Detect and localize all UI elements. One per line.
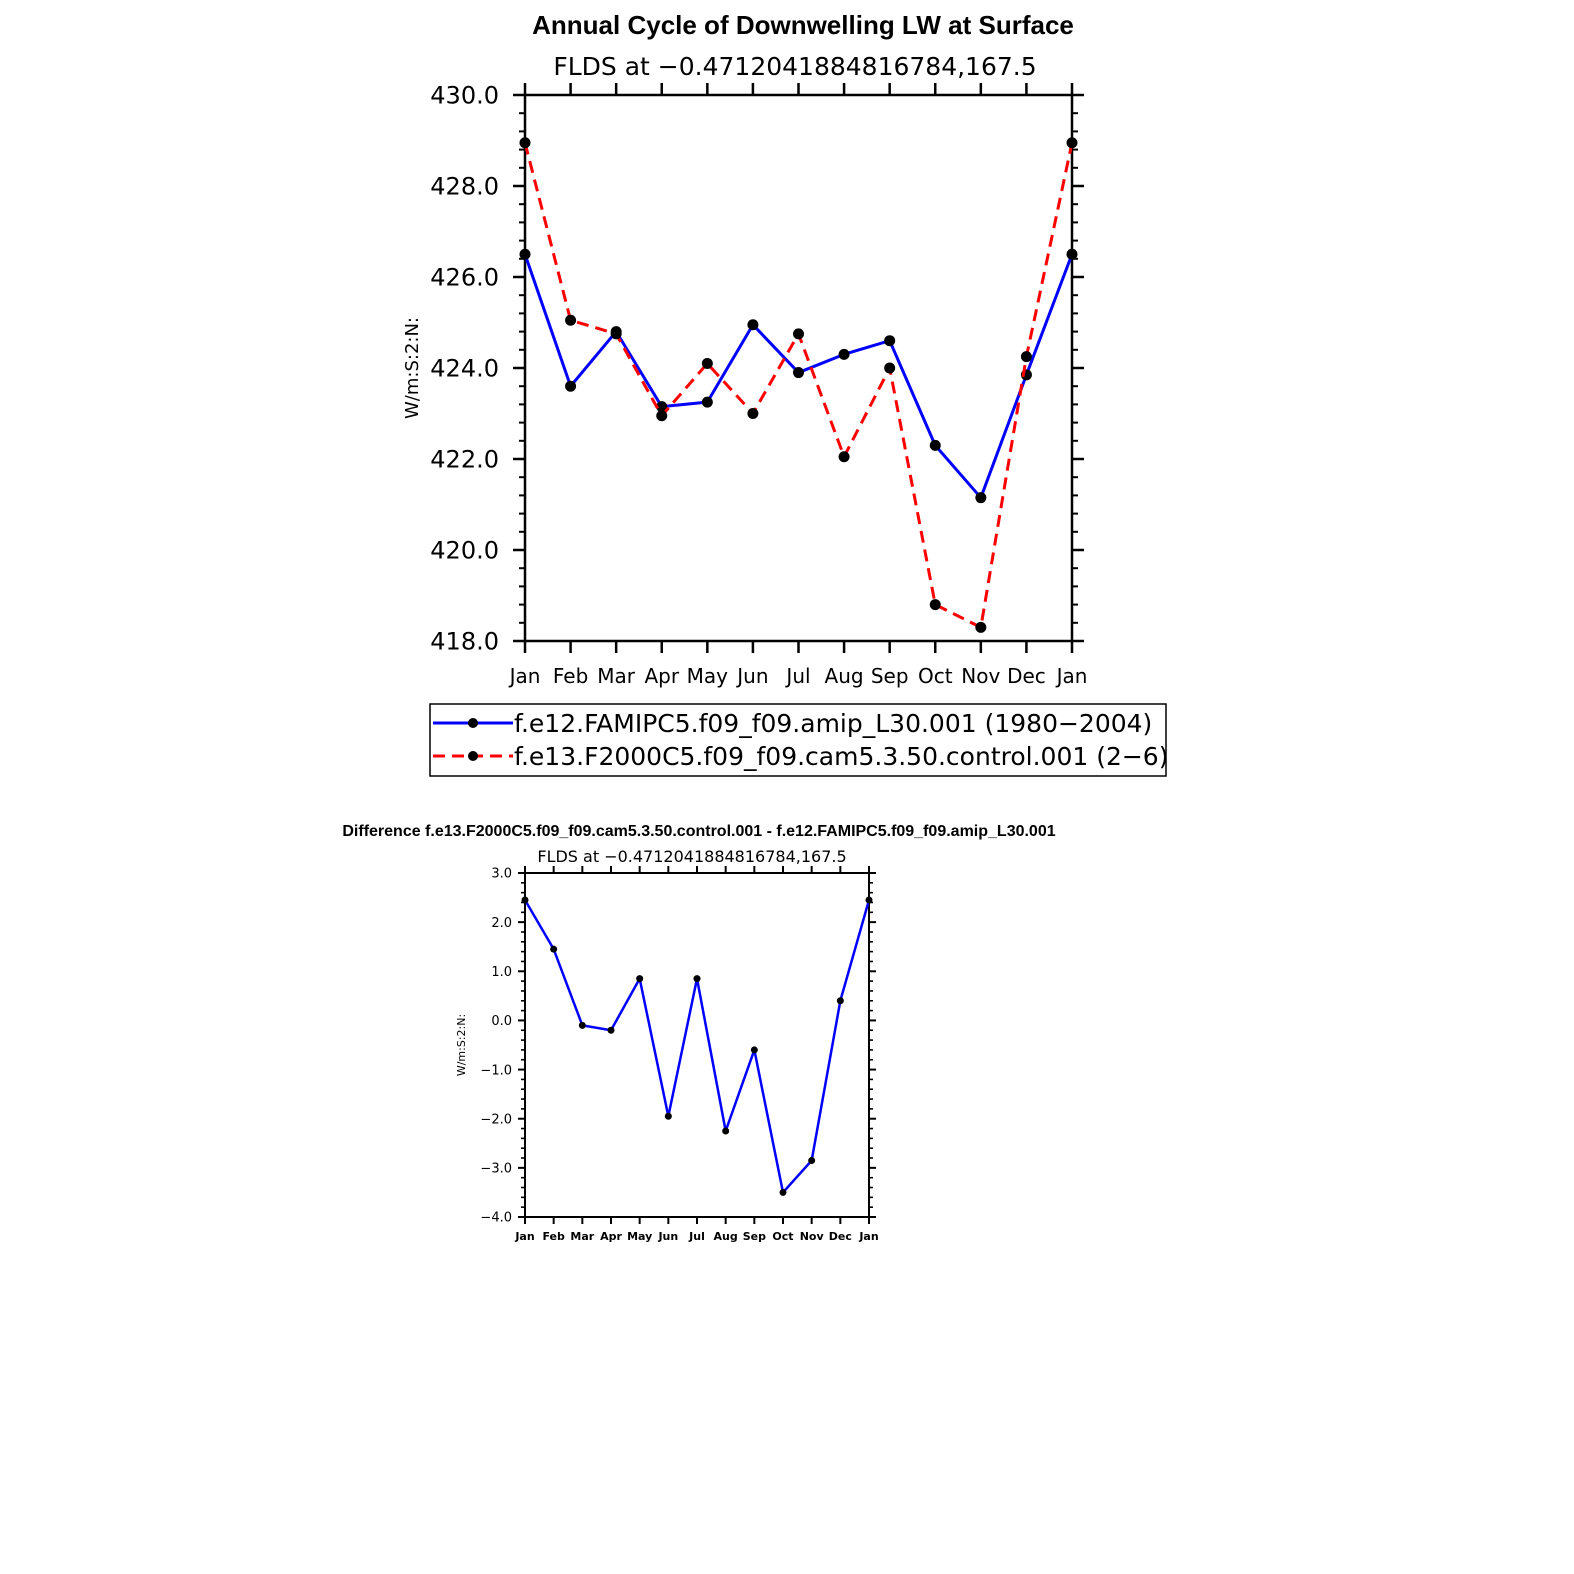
x-tick-label: Feb (553, 664, 588, 688)
x-tick-label: Apr (644, 664, 679, 688)
chart2-title: Difference f.e13.F2000C5.f09_f09.cam5.3.… (342, 823, 1055, 840)
series-1-point (929, 599, 941, 611)
series-0-point (836, 997, 844, 1005)
series-1-point (747, 408, 759, 419)
y-tick-label: 420.0 (430, 537, 499, 565)
series-0-point (975, 492, 987, 504)
x-tick-label: Aug (825, 664, 864, 688)
x-tick-label: Jul (688, 1230, 705, 1243)
x-tick-label: Mar (597, 664, 636, 688)
x-tick-label: Nov (800, 1230, 825, 1243)
series-1-point (975, 621, 987, 633)
x-tick-label: Aug (714, 1230, 738, 1243)
chart2-subtitle: FLDS at −0.4712041884816784,167.5 (537, 847, 846, 866)
difference-chart: Difference f.e13.F2000C5.f09_f09.cam5.3.… (342, 823, 1055, 1243)
chart2-axes: −4.0 −3.0 −2.0 −1.0 0.0 1.0 2.0 3.0 Jan Feb Mar Apr… (480, 866, 879, 1243)
series-1-point (565, 314, 577, 326)
series-0-point (578, 1021, 586, 1029)
chart1-legend: f.e12.FAMIPC5.f09_f09.amip_L30.001 (1980… (429, 703, 1168, 777)
x-tick-label: Jun (657, 1230, 678, 1243)
series-1-point (701, 357, 713, 369)
series-0-point (747, 319, 759, 331)
chart2-series-layer (521, 896, 873, 1196)
y-tick-label: −3.0 (480, 1162, 512, 1177)
series-0-point (838, 348, 850, 360)
chart2-y-axis-label: W/m:S:2:N: (455, 1014, 468, 1076)
y-tick-label: 422.0 (430, 446, 499, 474)
series-0-point (656, 401, 668, 413)
series-1-point (1066, 137, 1078, 149)
y-tick-label: 424.0 (430, 355, 499, 383)
y-tick-label: −2.0 (480, 1112, 512, 1127)
series-0-point (884, 335, 896, 347)
series-1-point (1020, 351, 1032, 363)
annual-cycle-chart: Annual Cycle of Downwelling LW at Surfac… (402, 10, 1168, 777)
chart1-subtitle: FLDS at −0.4712041884816784,167.5 (553, 52, 1036, 81)
series-0-point (808, 1156, 816, 1164)
series-1-point (519, 137, 531, 149)
y-tick-label: 430.0 (430, 82, 499, 110)
legend-swatch-marker (468, 751, 478, 761)
x-tick-label: Oct (918, 664, 953, 688)
series-1-point (884, 362, 896, 374)
y-tick-label: −4.0 (480, 1211, 512, 1226)
x-tick-label: Jan (508, 664, 541, 688)
series-0-point (607, 1026, 615, 1034)
series-0-point (693, 975, 701, 983)
y-tick-label: 426.0 (430, 264, 499, 292)
legend-entry-label: f.e13.F2000C5.f09_f09.cam5.3.50.control.… (514, 742, 1168, 771)
series-0-point (565, 380, 577, 392)
series-0-point (701, 396, 713, 408)
x-tick-label: Jan (514, 1230, 534, 1243)
x-tick-label: Feb (542, 1230, 565, 1243)
y-tick-label: 418.0 (430, 628, 499, 656)
series-0-point (519, 248, 531, 260)
x-tick-label: Oct (772, 1230, 793, 1243)
y-tick-label: 428.0 (430, 173, 499, 201)
legend-entry-label: f.e12.FAMIPC5.f09_f09.amip_L30.001 (1980… (514, 709, 1152, 738)
x-tick-label: May (627, 1230, 652, 1243)
series-0-point (1066, 248, 1078, 260)
x-tick-label: Jan (858, 1230, 878, 1243)
x-tick-label: Apr (600, 1230, 622, 1243)
chart1-title: Annual Cycle of Downwelling LW at Surfac… (532, 10, 1074, 40)
chart1-axes: 418.0 420.0 422.0 424.0 426.0 428.0 430.0 Jan Fe… (430, 82, 1087, 688)
series-0-point (636, 975, 644, 983)
legend-box (429, 703, 1167, 777)
x-tick-label: May (687, 664, 729, 688)
series-1-point (610, 328, 622, 340)
y-tick-label: −1.0 (480, 1063, 512, 1078)
series-0-point (750, 1046, 758, 1054)
x-tick-label: Dec (1007, 664, 1046, 688)
series-0-point (793, 367, 804, 379)
chart1-series-layer (519, 137, 1078, 633)
y-tick-label: 0.0 (491, 1014, 512, 1029)
x-tick-label: Sep (743, 1230, 766, 1243)
x-tick-label: Jun (735, 664, 768, 688)
series-0-point (521, 896, 529, 904)
x-tick-label: Nov (961, 664, 1000, 688)
series-0-point (722, 1127, 730, 1135)
x-tick-label: Dec (829, 1230, 852, 1243)
series-1-point (838, 451, 850, 463)
x-tick-label: Jul (784, 664, 810, 688)
y-tick-label: 2.0 (491, 916, 512, 931)
x-tick-label: Sep (871, 664, 909, 688)
series-0-point (929, 439, 941, 451)
series-0-point (865, 896, 873, 904)
chart1-y-axis-label: W/m:S:2:N: (402, 317, 423, 419)
series-0-point (664, 1112, 672, 1120)
series-0-point (550, 945, 558, 953)
series-0-point (779, 1188, 787, 1196)
y-tick-label: 1.0 (491, 965, 512, 980)
x-tick-label: Mar (570, 1230, 594, 1243)
x-tick-label: Jan (1055, 664, 1088, 688)
y-tick-label: 3.0 (491, 867, 512, 882)
series-1-point (656, 410, 668, 422)
legend-swatch-marker (468, 718, 478, 728)
series-1-point (793, 328, 804, 340)
